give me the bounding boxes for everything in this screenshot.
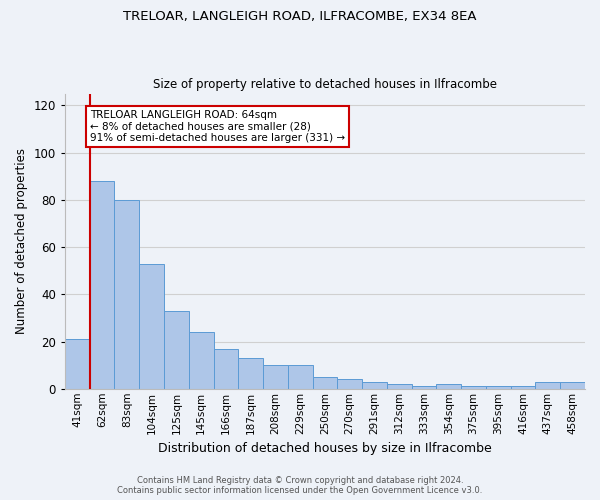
- Bar: [412, 386, 436, 389]
- Bar: [535, 382, 560, 389]
- Bar: [486, 386, 511, 389]
- Y-axis label: Number of detached properties: Number of detached properties: [15, 148, 28, 334]
- Text: Contains HM Land Registry data © Crown copyright and database right 2024.
Contai: Contains HM Land Registry data © Crown c…: [118, 476, 482, 495]
- X-axis label: Distribution of detached houses by size in Ilfracombe: Distribution of detached houses by size …: [158, 442, 492, 455]
- Bar: [214, 348, 238, 389]
- Bar: [164, 311, 189, 389]
- Bar: [436, 384, 461, 389]
- Text: TRELOAR, LANGLEIGH ROAD, ILFRACOMBE, EX34 8EA: TRELOAR, LANGLEIGH ROAD, ILFRACOMBE, EX3…: [123, 10, 477, 23]
- Bar: [189, 332, 214, 389]
- Text: TRELOAR LANGLEIGH ROAD: 64sqm
← 8% of detached houses are smaller (28)
91% of se: TRELOAR LANGLEIGH ROAD: 64sqm ← 8% of de…: [90, 110, 345, 144]
- Bar: [90, 181, 115, 389]
- Bar: [387, 384, 412, 389]
- Bar: [560, 382, 585, 389]
- Bar: [362, 382, 387, 389]
- Bar: [511, 386, 535, 389]
- Bar: [313, 377, 337, 389]
- Bar: [288, 365, 313, 389]
- Bar: [263, 365, 288, 389]
- Bar: [139, 264, 164, 389]
- Bar: [461, 386, 486, 389]
- Title: Size of property relative to detached houses in Ilfracombe: Size of property relative to detached ho…: [153, 78, 497, 91]
- Bar: [337, 380, 362, 389]
- Bar: [65, 339, 90, 389]
- Bar: [238, 358, 263, 389]
- Bar: [115, 200, 139, 389]
